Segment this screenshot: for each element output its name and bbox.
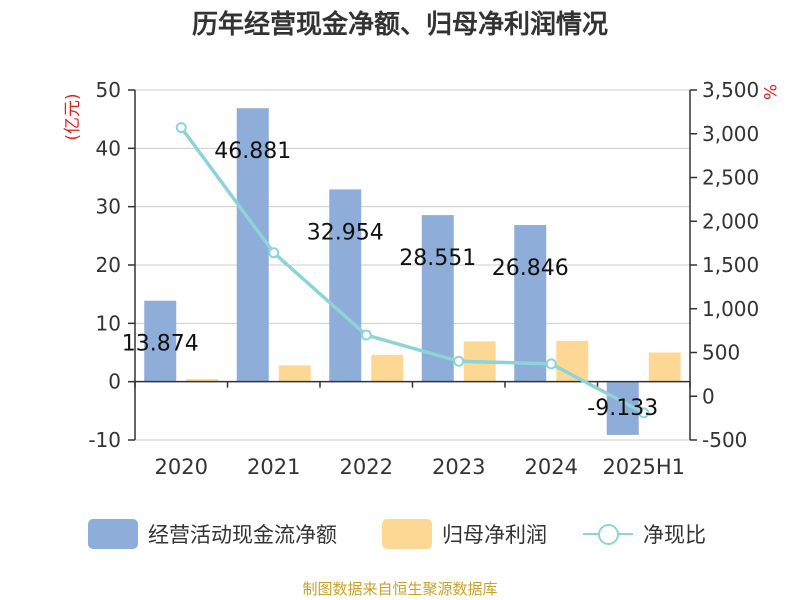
legend-swatch-netprofit (382, 519, 432, 549)
legend-item-cashflow[interactable]: 经营活动现金流净额 (88, 518, 337, 550)
y-left-tick-label: 0 (108, 370, 121, 394)
y-right-tick-label: 2,000 (702, 209, 759, 233)
ratio-point-2025H1 (638, 407, 650, 419)
x-tick-label-2024: 2024 (525, 455, 578, 479)
ratio-point-2021 (268, 247, 280, 259)
axes: -10 0 10 20 30 40 50 -500 0 500 1,000 1,500 2,000 2,5… (63, 78, 779, 479)
data-label-2025H1: -9.133 (587, 396, 658, 421)
data-label-2023: 28.551 (399, 246, 476, 271)
x-tick-label-2022: 2022 (340, 455, 393, 479)
bar-netprofit-2025H1 (648, 352, 681, 382)
bar-cashflow-2021 (236, 108, 269, 382)
y-right-tick-label: -500 (702, 428, 747, 452)
legend-item-netprofit[interactable]: 归母净利润 (382, 518, 547, 550)
y-left-tick-label: 10 (96, 311, 121, 335)
x-tick-label-2025H1: 2025H1 (602, 455, 685, 479)
ratio-point-2024 (545, 358, 557, 370)
bar-netprofit-2022 (371, 354, 404, 382)
ratio-point-2023 (453, 355, 465, 367)
legend-label-ratio: 净现比 (643, 523, 706, 547)
bar-netprofit-2021 (278, 365, 311, 382)
x-tick-label-2021: 2021 (247, 455, 300, 479)
y-right-tick-label: 3,000 (702, 122, 759, 146)
ratio-point-2022 (360, 329, 372, 341)
y-right-axis-label: % (759, 84, 779, 100)
data-labels: 13.874 46.881 32.954 28.551 26.846 -9.133 (122, 139, 658, 421)
y-left-tick-label: 50 (96, 78, 121, 102)
bars (144, 108, 681, 435)
data-label-2022: 32.954 (307, 220, 384, 245)
y-right-tick-label: 1,500 (702, 253, 759, 277)
ratio-line-path (179, 126, 645, 415)
legend-swatch-ratio (583, 519, 633, 549)
chart-title: 历年经营现金净额、归母净利润情况 (191, 10, 608, 40)
y-left-tick-label: 20 (96, 253, 121, 277)
bar-netprofit-2020 (186, 379, 219, 382)
legend-swatch-cashflow (88, 519, 138, 549)
data-label-2021: 46.881 (214, 139, 291, 164)
legend-label-netprofit: 归母净利润 (442, 523, 547, 547)
legend-item-ratio[interactable]: 净现比 (583, 518, 706, 550)
y-right-tick-label: 3,500 (702, 78, 759, 102)
ratio-point-2020 (175, 122, 187, 134)
source-note: 制图数据来自恒生聚源数据库 (302, 580, 498, 598)
y-left-tick-label: -10 (88, 428, 121, 452)
x-tick-label-2020: 2020 (155, 455, 208, 479)
y-right-tick-label: 500 (702, 341, 740, 365)
y-right-tick-label: 2,500 (702, 166, 759, 190)
legend-label-cashflow: 经营活动现金流净额 (148, 523, 337, 547)
data-label-2024: 26.846 (492, 256, 569, 281)
bar-cashflow-2020 (144, 300, 177, 382)
bar-cashflow-2022 (329, 189, 362, 382)
y-right-tick-label: 1,000 (702, 297, 759, 321)
x-tick-label-2023: 2023 (432, 455, 485, 479)
y-left-tick-label: 40 (96, 136, 121, 160)
y-left-axis-label: (亿元) (63, 93, 83, 140)
y-left-tick-label: 30 (96, 195, 121, 219)
data-label-2020: 13.874 (122, 332, 199, 357)
ratio-line (175, 122, 650, 419)
bar-cashflow-2024 (514, 225, 547, 382)
y-right-tick-label: 0 (702, 384, 715, 408)
